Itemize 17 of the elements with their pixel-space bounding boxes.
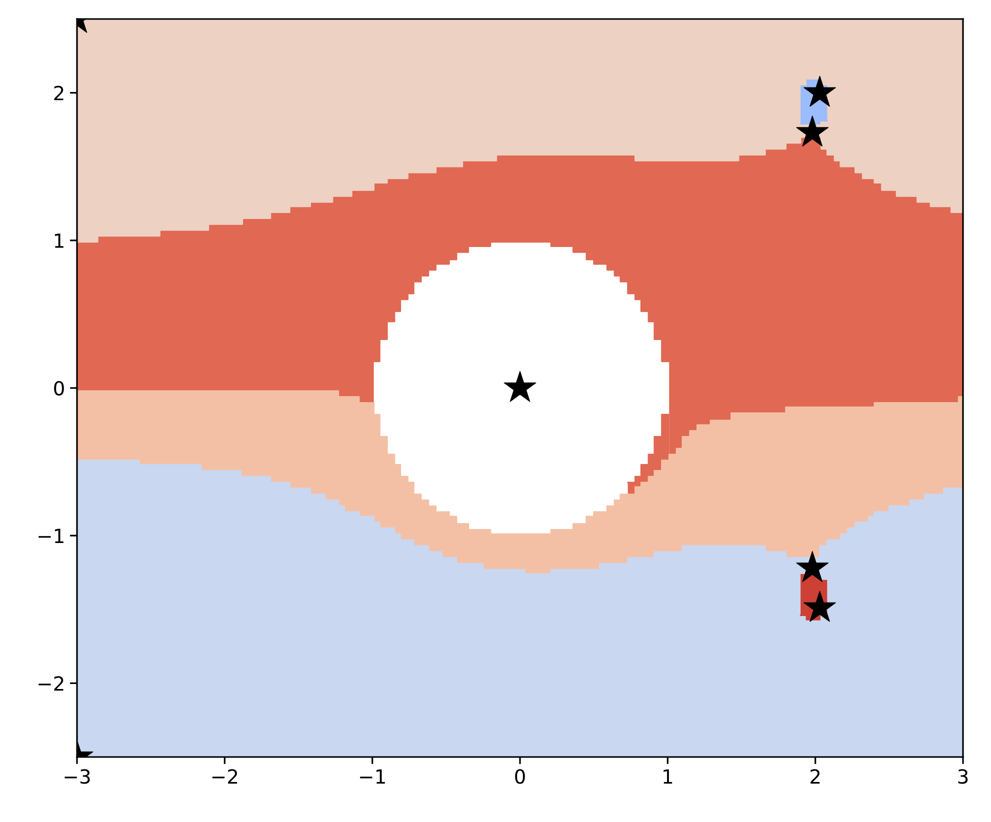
x-tick-label: −2 xyxy=(212,769,238,784)
point xyxy=(804,590,836,622)
point xyxy=(796,551,829,582)
x-tick-label: −1 xyxy=(360,769,385,784)
point xyxy=(796,116,829,146)
y-tick-label: −2 xyxy=(38,676,64,691)
y-tick-label: 2 xyxy=(54,86,64,100)
x-tick-label: 0 xyxy=(515,769,525,784)
x-tick-label: −3 xyxy=(64,769,90,784)
point xyxy=(504,370,536,402)
x-tick-label: 3 xyxy=(958,769,968,784)
x-tick-label: 1 xyxy=(664,769,672,784)
point xyxy=(804,76,836,107)
y-tick-label: 0 xyxy=(54,380,64,396)
x-tick-label: 2 xyxy=(810,769,820,784)
y-tick-label: −1 xyxy=(38,528,64,543)
y-tick-label: 1 xyxy=(54,234,64,248)
